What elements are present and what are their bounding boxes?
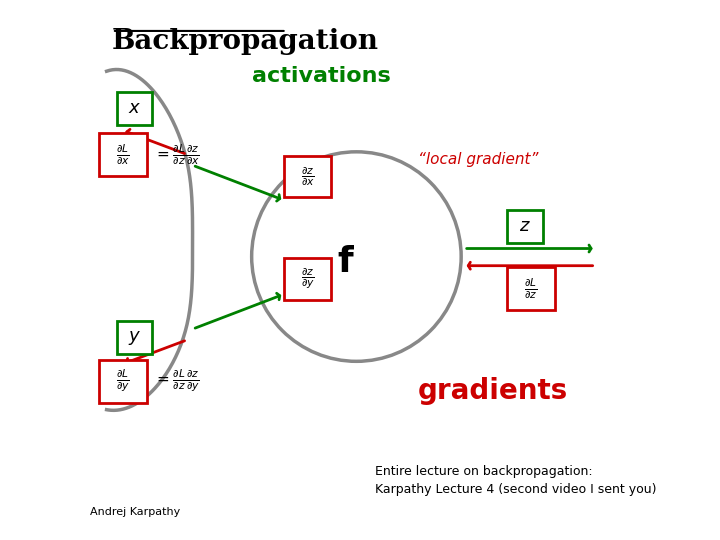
Text: Backpropagation: Backpropagation	[112, 28, 379, 55]
Text: $\frac{\partial L}{\partial x}$: $\frac{\partial L}{\partial x}$	[116, 143, 130, 166]
Text: Entire lecture on backpropagation:
Karpathy Lecture 4 (second video I sent you): Entire lecture on backpropagation: Karpa…	[375, 464, 657, 496]
Text: gradients: gradients	[418, 377, 569, 406]
FancyBboxPatch shape	[284, 258, 331, 300]
Text: $\frac{\partial z}{\partial y}$: $\frac{\partial z}{\partial y}$	[300, 266, 315, 291]
Text: “local gradient”: “local gradient”	[418, 152, 539, 167]
Text: $\frac{\partial z}{\partial x}$: $\frac{\partial z}{\partial x}$	[300, 165, 315, 188]
Text: $x$: $x$	[128, 99, 141, 117]
Text: f: f	[338, 245, 354, 279]
Text: $= \frac{\partial L}{\partial z} \frac{\partial z}{\partial x}$: $= \frac{\partial L}{\partial z} \frac{\…	[154, 143, 200, 166]
FancyBboxPatch shape	[117, 92, 152, 125]
FancyBboxPatch shape	[507, 267, 555, 310]
Text: $y$: $y$	[128, 329, 141, 347]
Text: activations: activations	[252, 66, 390, 86]
Text: $\frac{\partial L}{\partial z}$: $\frac{\partial L}{\partial z}$	[524, 276, 538, 301]
FancyBboxPatch shape	[284, 156, 331, 198]
FancyBboxPatch shape	[99, 133, 147, 176]
FancyBboxPatch shape	[507, 210, 544, 243]
FancyBboxPatch shape	[117, 321, 152, 354]
Text: $= \frac{\partial L}{\partial z} \frac{\partial z}{\partial y}$: $= \frac{\partial L}{\partial z} \frac{\…	[154, 368, 200, 394]
Text: $z$: $z$	[519, 218, 531, 235]
Text: $\frac{\partial L}{\partial y}$: $\frac{\partial L}{\partial y}$	[116, 368, 130, 394]
FancyBboxPatch shape	[99, 360, 147, 403]
Text: Andrej Karpathy: Andrej Karpathy	[91, 507, 181, 517]
